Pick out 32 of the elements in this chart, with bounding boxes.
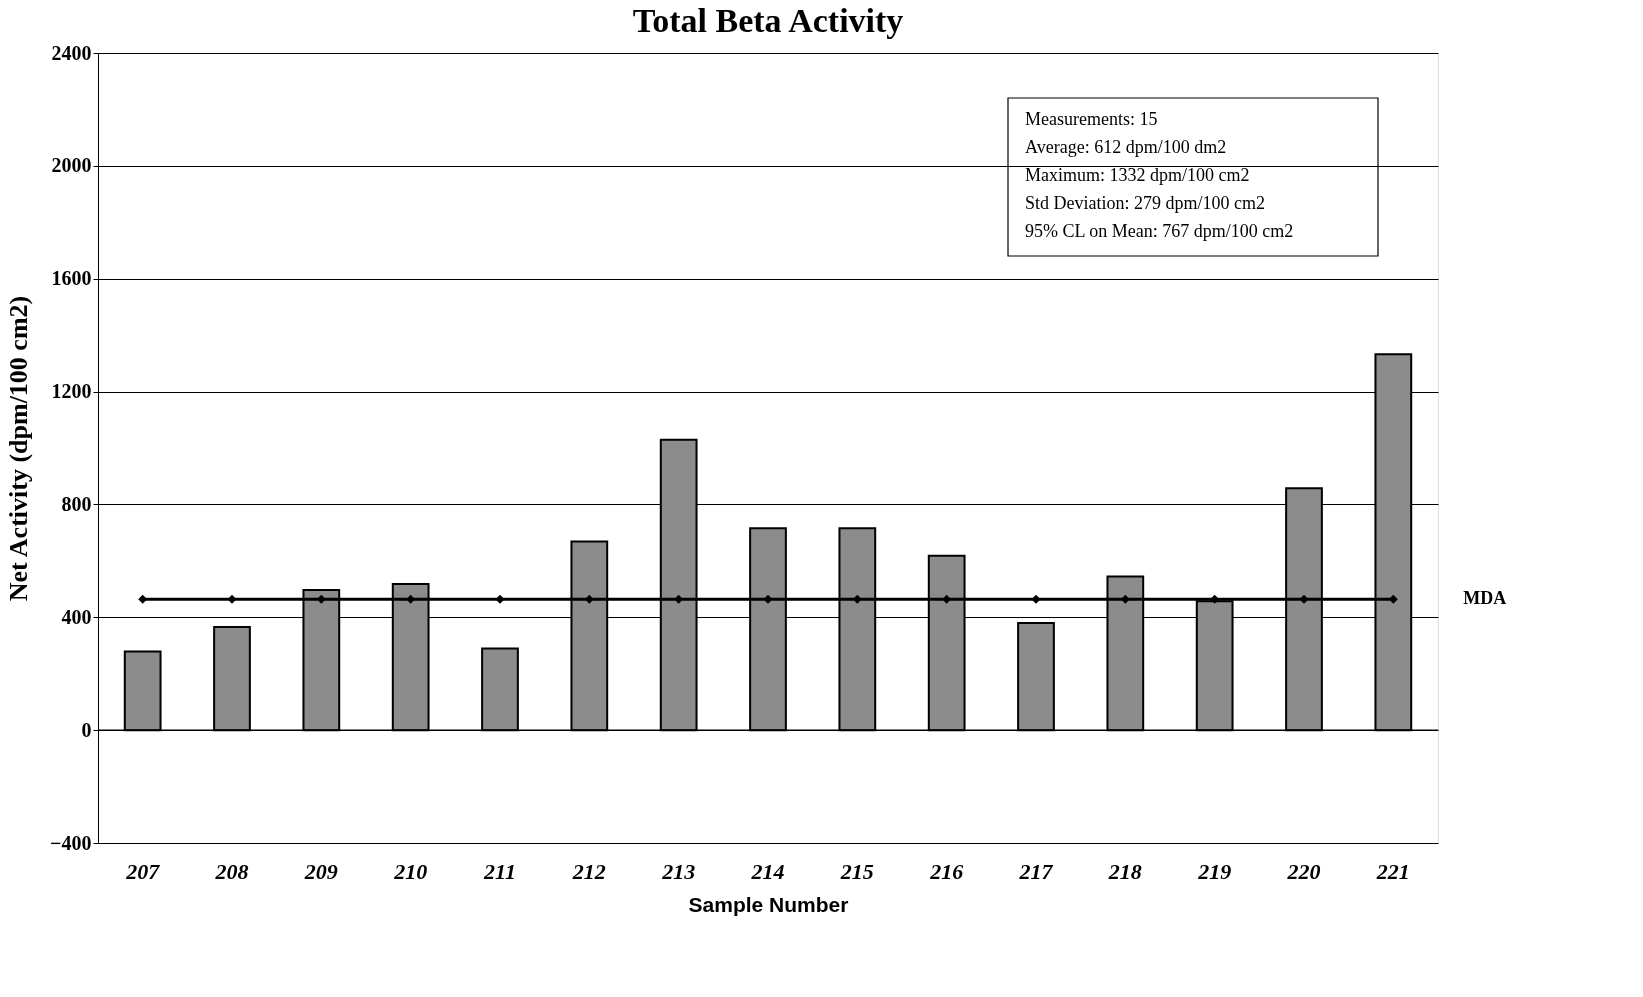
annotation: 95% CL on Mean: 767 dpm/100 cm2 bbox=[1025, 221, 1294, 241]
x-axis-title: Sample Number bbox=[688, 892, 849, 916]
x-tick-label: 212 bbox=[571, 858, 606, 884]
y-tick-label: 400 bbox=[61, 605, 92, 628]
x-tick-label: 216 bbox=[929, 858, 964, 884]
x-tick-label: 210 bbox=[393, 858, 428, 884]
y-tick-label: −400 bbox=[50, 831, 92, 854]
x-tick-label: 218 bbox=[1107, 858, 1142, 884]
annotation: Average: 612 dpm/100 dm2 bbox=[1025, 137, 1227, 157]
annotation: Std Deviation: 279 dpm/100 cm2 bbox=[1025, 193, 1265, 213]
x-tick-label: 220 bbox=[1286, 858, 1321, 884]
annotation: Maximum: 1332 dpm/100 cm2 bbox=[1025, 165, 1250, 185]
text: MDA bbox=[1463, 588, 1507, 609]
x-tick-label: 207 bbox=[125, 858, 161, 884]
x-tick-label: 221 bbox=[1375, 858, 1410, 884]
x-tick-label: 215 bbox=[839, 858, 874, 884]
y-tick-label: 1200 bbox=[51, 380, 92, 403]
y-tick-label: 1600 bbox=[51, 267, 92, 290]
x-tick-label: 213 bbox=[661, 858, 696, 884]
y-tick-label: 2000 bbox=[51, 154, 92, 177]
y-tick-label: 2400 bbox=[51, 41, 92, 64]
x-tick-label: 209 bbox=[303, 858, 338, 884]
x-tick-label: 208 bbox=[214, 858, 249, 884]
x-tick-label: 214 bbox=[750, 858, 785, 884]
x-tick-label: 217 bbox=[1018, 858, 1054, 884]
y-tick-label: 0 bbox=[81, 718, 92, 741]
annotation: Measurements: 15 bbox=[1025, 109, 1158, 129]
y-tick-label: 800 bbox=[61, 492, 92, 515]
chart-title: Total Beta Activity bbox=[632, 2, 904, 39]
x-tick-label: 219 bbox=[1197, 858, 1232, 884]
y-axis-title: Net Activity (dpm/100 cm2) bbox=[4, 295, 34, 602]
x-tick-label: 211 bbox=[483, 858, 516, 884]
